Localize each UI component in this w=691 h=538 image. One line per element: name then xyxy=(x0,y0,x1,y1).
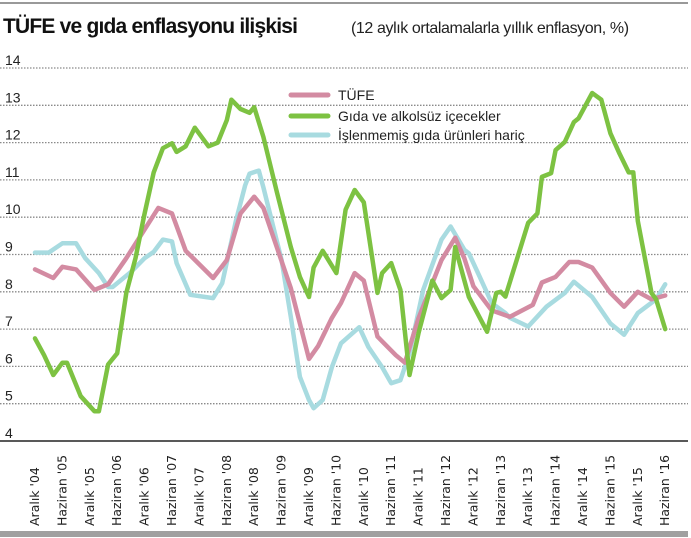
y-tick-label: 4 xyxy=(5,425,13,441)
y-tick-label: 13 xyxy=(5,89,21,105)
x-tick-label: Aralık '10 xyxy=(356,467,371,526)
x-tick-label: Aralık '13 xyxy=(520,467,535,526)
chart-title: TÜFE ve gıda enflasyonu ilişkisi xyxy=(3,15,297,38)
legend-label-gida: Gıda ve alkolsüz içecekler xyxy=(338,108,501,124)
x-axis-ticks: Aralık '04 Haziran '05 Aralık '05 Haziran '… xyxy=(27,455,672,526)
series-line-islenmemis xyxy=(32,168,668,411)
x-tick-label: Haziran '07 xyxy=(164,455,179,526)
y-tick-label: 12 xyxy=(5,127,21,143)
legend-label-tufe: TÜFE xyxy=(338,86,375,103)
y-axis-ticks: 4 5 6 7 8 9 10 11 12 13 14 xyxy=(5,52,21,441)
x-tick-label: Aralık '08 xyxy=(246,467,261,526)
x-tick-label: Haziran '09 xyxy=(274,455,289,526)
x-tick-label: Haziran '16 xyxy=(657,455,672,526)
x-tick-label: Aralık '12 xyxy=(465,467,480,526)
x-tick-label: Haziran '06 xyxy=(109,455,124,526)
series-line-gida xyxy=(32,90,668,414)
chart-subtitle: (12 aylık ortalamalarla yıllık enflasyon… xyxy=(351,20,629,37)
x-tick-label: Aralık '11 xyxy=(411,467,426,526)
y-tick-label: 8 xyxy=(5,276,13,292)
y-tick-label: 9 xyxy=(5,239,13,255)
x-tick-label: Haziran '13 xyxy=(493,455,508,526)
y-tick-label: 5 xyxy=(5,388,13,404)
x-tick-label: Aralık '06 xyxy=(137,467,152,526)
y-tick-label: 6 xyxy=(5,350,13,366)
x-tick-label: Haziran '05 xyxy=(54,455,69,526)
x-tick-label: Aralık '09 xyxy=(301,467,316,526)
y-tick-label: 14 xyxy=(5,52,21,68)
x-tick-label: Aralık '07 xyxy=(191,467,206,526)
x-tick-label: Haziran '15 xyxy=(602,455,617,526)
series-lines xyxy=(32,90,668,414)
x-tick-label: Aralık '04 xyxy=(27,467,42,526)
x-tick-label: Haziran '14 xyxy=(548,455,563,526)
x-tick-label: Aralık '14 xyxy=(575,467,590,526)
x-tick-label: Haziran '12 xyxy=(438,455,453,526)
y-tick-label: 7 xyxy=(5,313,13,329)
legend: TÜFE Gıda ve alkolsüz içecekler İşlenmem… xyxy=(288,86,525,143)
x-tick-label: Haziran '10 xyxy=(328,455,343,526)
x-tick-label: Haziran '08 xyxy=(219,455,234,526)
x-tick-label: Aralık '15 xyxy=(630,467,645,526)
series-line-tufe xyxy=(32,194,668,365)
x-tick-label: Aralık '05 xyxy=(82,467,97,526)
y-tick-label: 11 xyxy=(5,164,20,180)
y-tick-label: 10 xyxy=(5,201,21,217)
gridlines xyxy=(0,67,688,405)
x-tick-label: Haziran '11 xyxy=(383,455,398,526)
legend-label-islenmemis: İşlenmemiş gıda ürünleri hariç xyxy=(338,126,525,143)
bottom-bar xyxy=(0,531,688,537)
